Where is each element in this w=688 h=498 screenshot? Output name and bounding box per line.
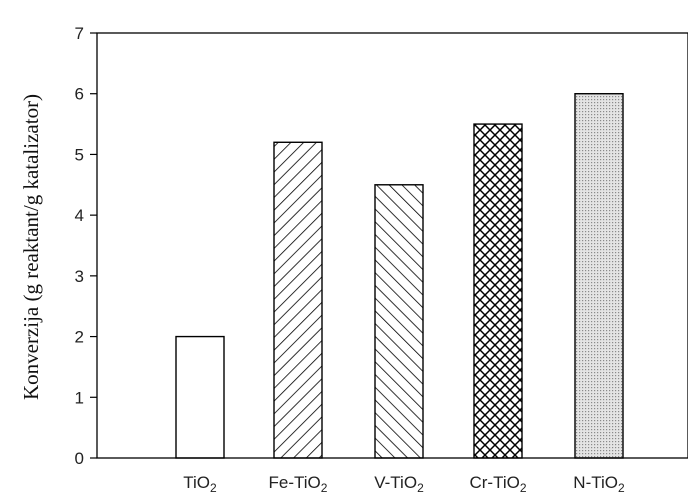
category-subscript: 2 [417,481,424,495]
x-tick-label: TiO2 [183,473,217,495]
x-tick-label: V-TiO2 [374,473,424,495]
y-axis-ticks: 0 1 2 3 4 5 6 7 [75,24,97,468]
category-base: Cr-TiO [469,473,519,492]
y-tick-label: 7 [75,24,84,43]
bars [175,93,624,459]
category-base: Fe-TiO [269,473,321,492]
y-tick-label: 4 [75,206,84,225]
x-tick-label: Cr-TiO2 [469,473,526,495]
y-tick-label: 1 [75,388,84,407]
category-base: N-TiO [573,473,618,492]
x-tick-label: N-TiO2 [573,473,625,495]
y-tick-label: 0 [75,449,84,468]
y-tick-label: 3 [75,267,84,286]
bar-tio2 [175,335,225,459]
y-axis-label: Konverzija (g reaktant/g katalizator) [19,94,43,400]
bar-cr-tio2 [473,123,523,459]
y-tick-label: 2 [75,328,84,347]
category-subscript: 2 [321,481,328,495]
category-subscript: 2 [618,481,625,495]
category-base: V-TiO [374,473,417,492]
x-tick-label: Fe-TiO2 [269,473,328,495]
category-subscript: 2 [210,481,217,495]
bar-v-tio2 [374,184,424,459]
bar-n-tio2 [574,93,624,459]
bar-fe-tio2 [273,141,323,459]
y-tick-label: 6 [75,85,84,104]
category-subscript: 2 [520,481,527,495]
x-axis-labels: TiO2 Fe-TiO2 V-TiO2 Cr-TiO2 N-TiO2 [183,473,625,495]
category-base: TiO [183,473,210,492]
y-tick-label: 5 [75,145,84,164]
plot-frame [96,32,688,459]
